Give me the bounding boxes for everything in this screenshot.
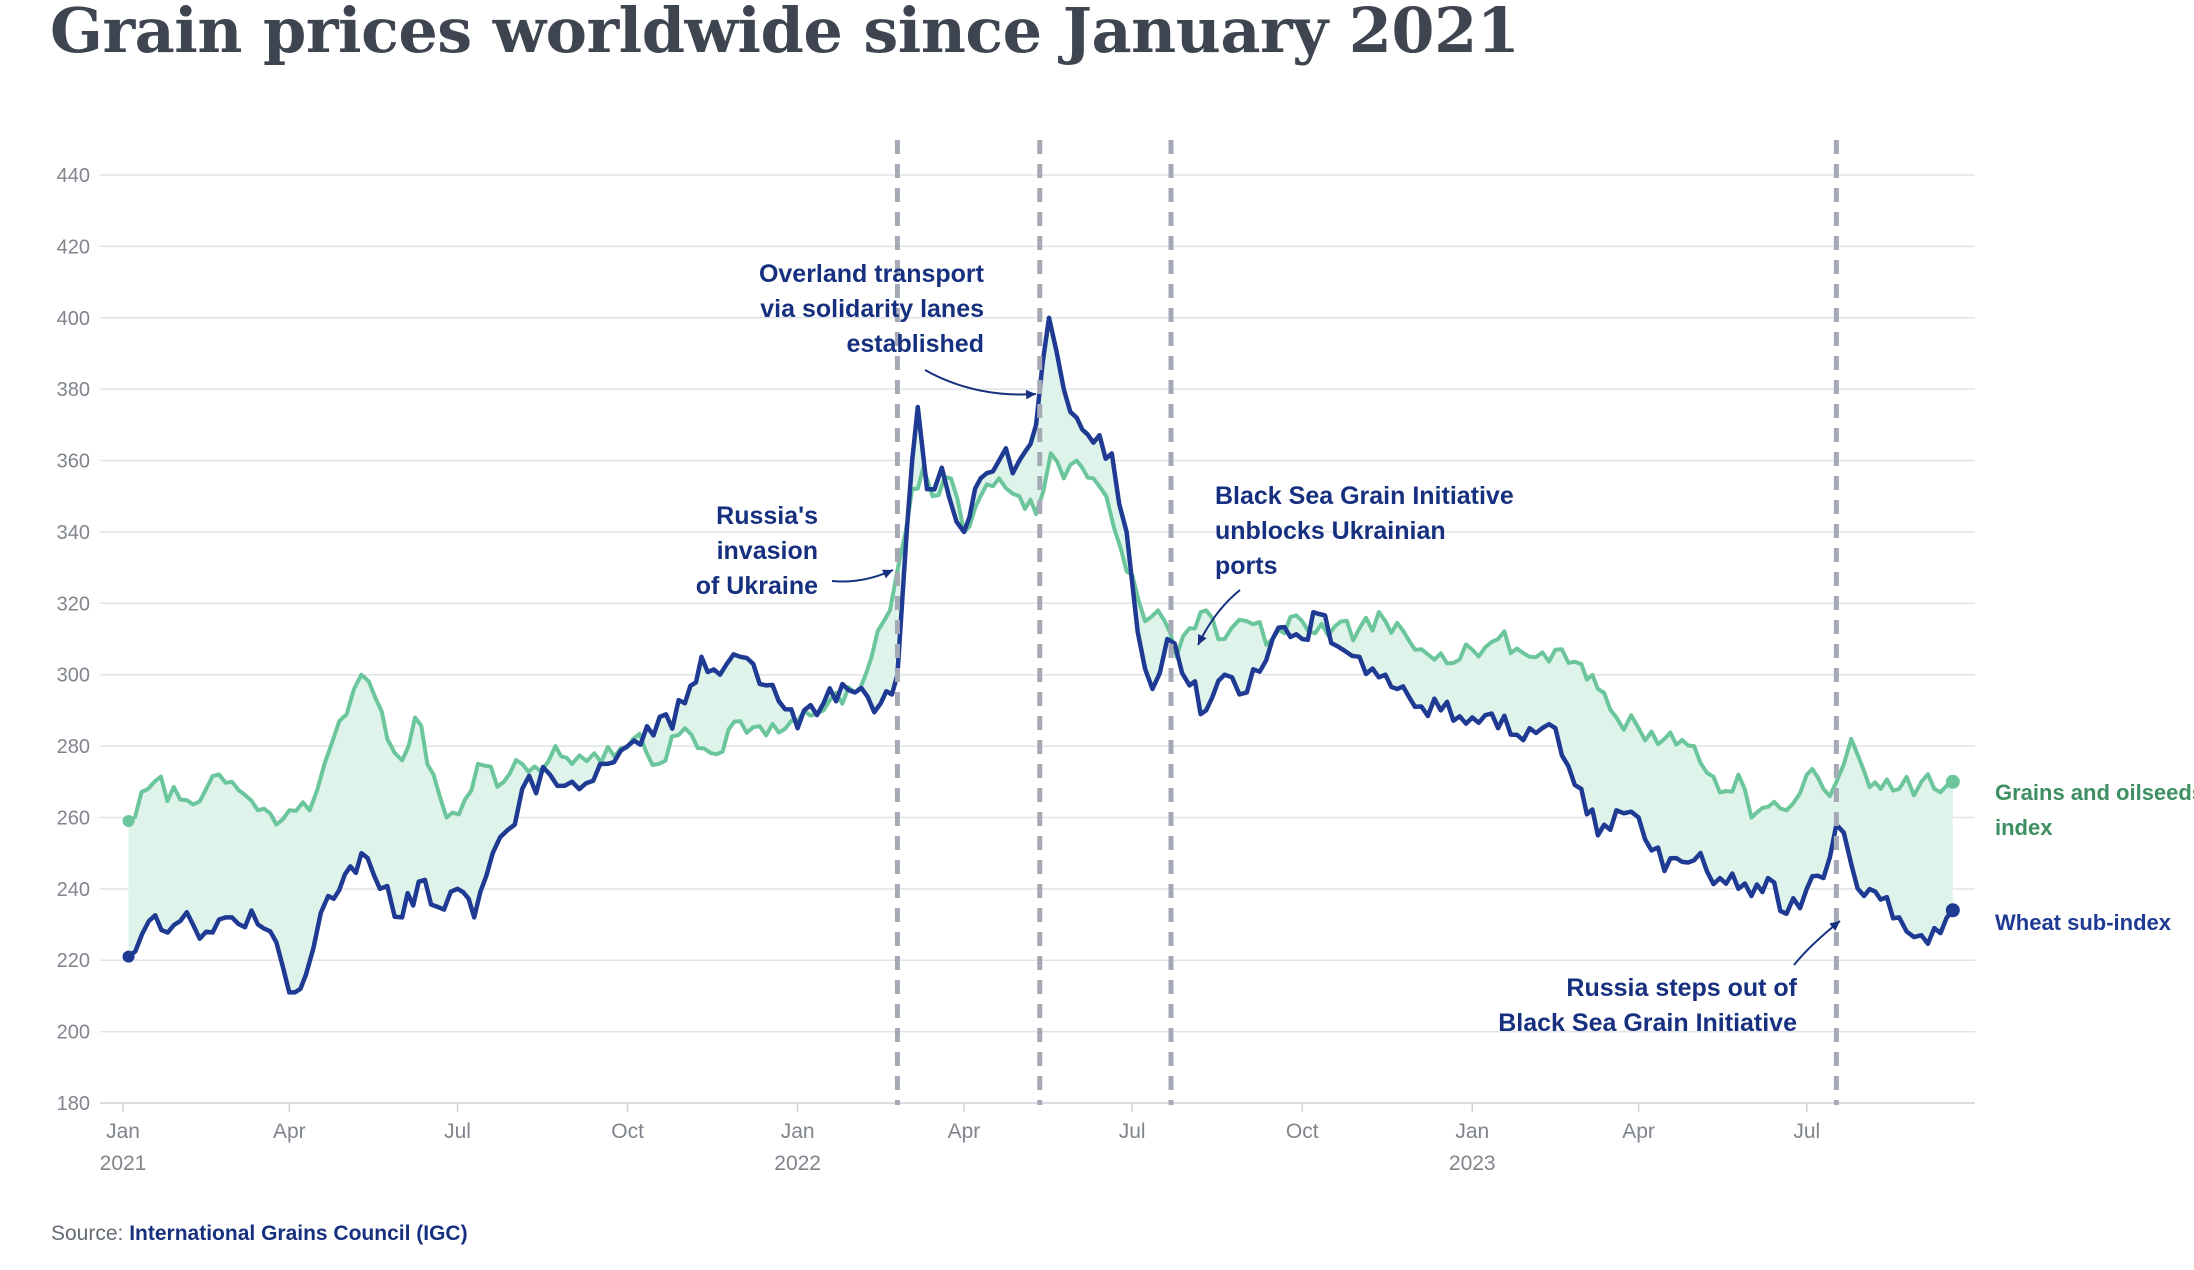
series-label-grains: index	[1995, 815, 2053, 840]
y-tick-label: 220	[57, 950, 90, 972]
y-tick-label: 380	[57, 379, 90, 401]
series-labels: Grains and oilseeds index Wheat sub-index	[1995, 780, 2194, 935]
annotation-invasion: of Ukraine	[696, 572, 818, 600]
series-line-grains	[126, 451, 1955, 827]
x-tick-label: Jul	[444, 1120, 471, 1143]
x-tick-label: Apr	[948, 1120, 981, 1143]
y-tick-label: 420	[57, 236, 90, 258]
event-markers	[894, 140, 1839, 1105]
x-tick-label: Apr	[273, 1120, 306, 1143]
series-label-grains: Grains and oilseeds	[1995, 780, 2194, 805]
y-tick-label: 240	[57, 879, 90, 901]
y-tick-label: 300	[57, 665, 90, 687]
annotations: Russia's invasion of Ukraine Overland trans…	[696, 260, 1841, 1037]
chart-title: Grain prices worldwide since January 202…	[50, 0, 1520, 67]
y-tick-label: 280	[57, 736, 90, 758]
x-tick-label: Jan	[106, 1120, 140, 1143]
y-tick-label: 400	[57, 308, 90, 330]
annotation-russia-exit: Russia steps out of	[1566, 974, 1797, 1002]
x-tick-label: Apr	[1622, 1120, 1655, 1143]
annotation-overland: Overland transport	[759, 260, 985, 288]
wheat-end-point	[1945, 903, 1960, 918]
grains-start-point	[122, 815, 135, 828]
x-tick-label: Jul	[1119, 1120, 1146, 1143]
y-tick-label: 260	[57, 807, 90, 829]
y-tick-label: 180	[57, 1093, 90, 1115]
series-line-wheat	[126, 315, 1956, 995]
grains-end-point	[1945, 774, 1960, 789]
annotation-overland: established	[846, 330, 984, 358]
annotation-invasion: Russia's	[716, 502, 818, 530]
annotation-arrow-black-sea-head	[1198, 634, 1207, 645]
source-note: Source: International Grains Council (IG…	[51, 1222, 468, 1246]
annotation-black-sea: Black Sea Grain Initiative	[1215, 482, 1514, 510]
x-tick-label: Jan	[1455, 1120, 1489, 1143]
annotation-russia-exit: Black Sea Grain Initiative	[1498, 1009, 1797, 1037]
annotation-overland: via solidarity lanes	[760, 295, 984, 323]
y-tick-label: 360	[57, 451, 90, 473]
series-lines	[122, 315, 1960, 995]
axes: 180 200 220 240 260 280 300 320 340 360 380 400 420 4…	[57, 165, 1821, 1175]
y-tick-label: 200	[57, 1022, 90, 1044]
source-prefix: Source:	[51, 1222, 124, 1245]
x-tick-year: 2021	[100, 1152, 147, 1175]
x-tick-year: 2022	[774, 1152, 821, 1175]
annotation-arrow-invasion-head	[882, 569, 893, 579]
x-tick-label: Oct	[1286, 1120, 1319, 1143]
x-tick-label: Jan	[781, 1120, 815, 1143]
annotation-arrow-overland-head	[1025, 389, 1036, 400]
annotation-invasion: invasion	[717, 537, 818, 565]
y-tick-label: 340	[57, 522, 90, 544]
wheat-start-point	[122, 950, 135, 963]
annotation-black-sea: unblocks Ukrainian	[1215, 517, 1446, 545]
x-tick-year: 2023	[1449, 1152, 1496, 1175]
y-tick-label: 440	[57, 165, 90, 187]
annotation-arrow-overland	[924, 369, 1037, 396]
x-tick-label: Oct	[611, 1120, 644, 1143]
source-link[interactable]: International Grains Council (IGC)	[129, 1222, 468, 1245]
y-tick-label: 320	[57, 593, 90, 615]
x-tick-label: Jul	[1793, 1120, 1820, 1143]
series-label-wheat: Wheat sub-index	[1995, 910, 2172, 935]
annotation-arrow-russia-exit-head	[1829, 921, 1840, 931]
annotation-black-sea: ports	[1215, 552, 1278, 580]
